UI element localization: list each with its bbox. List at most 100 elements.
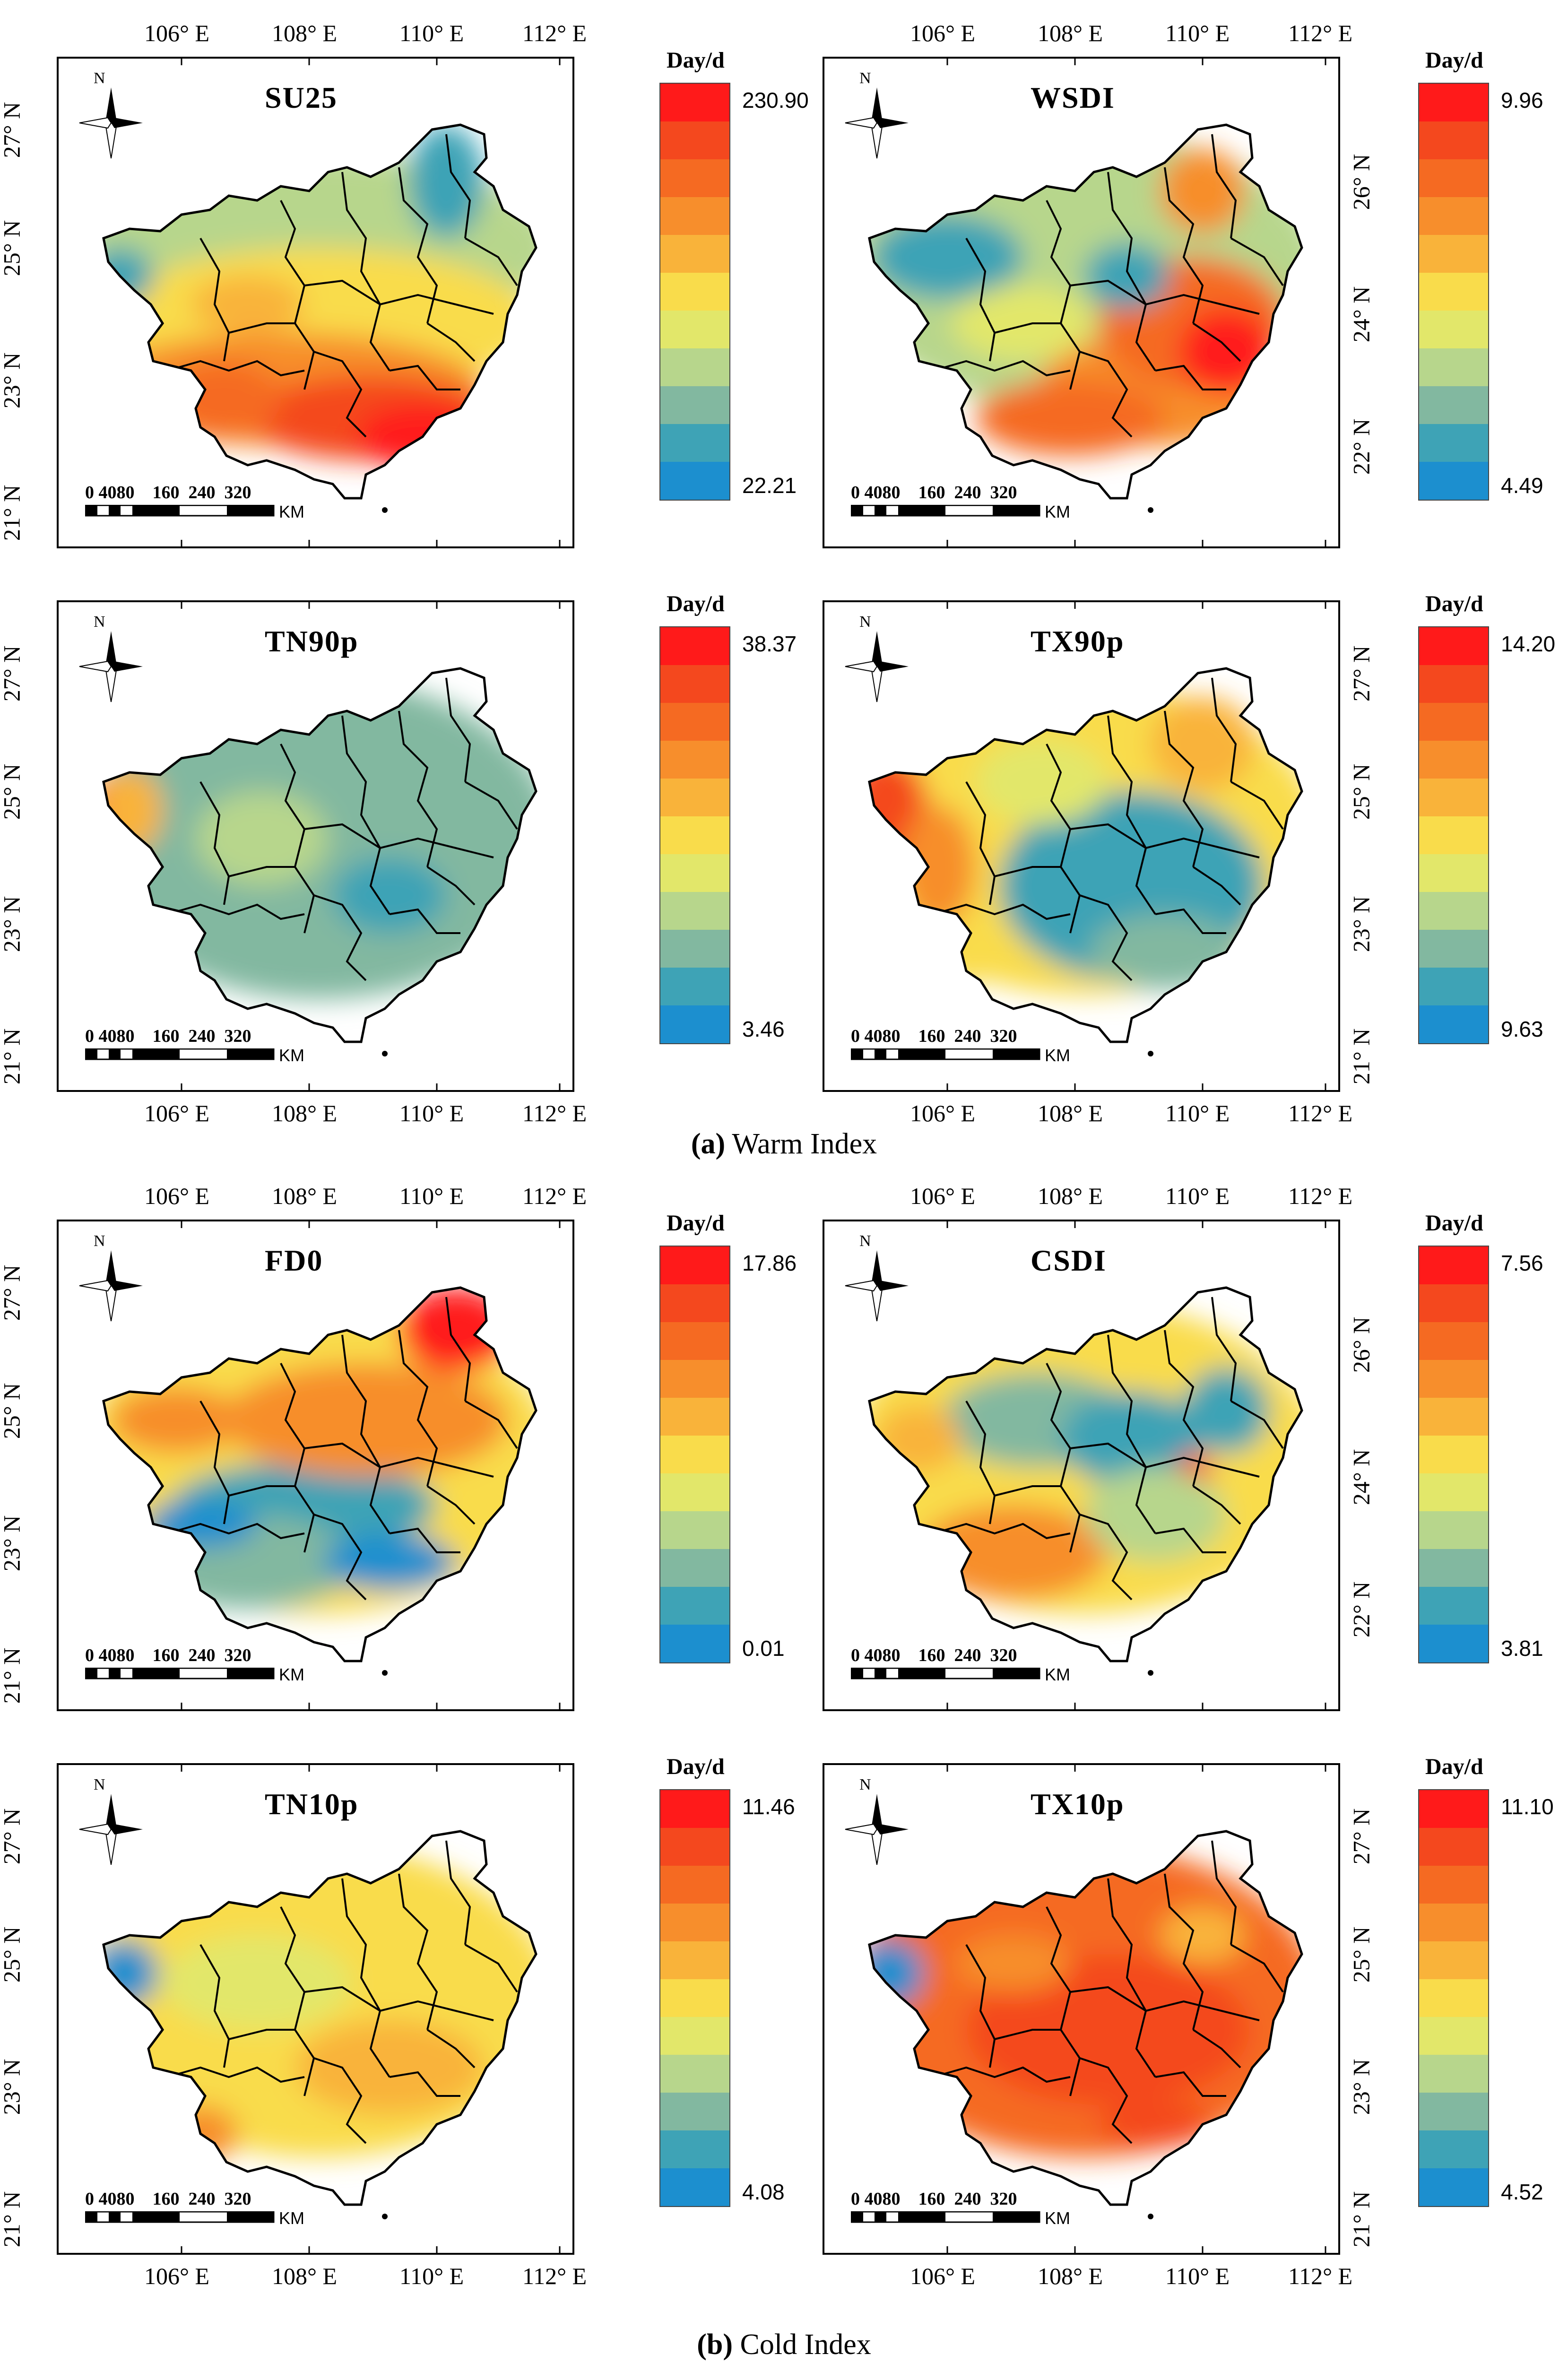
- longitude-label: 110° E: [1165, 1100, 1230, 1126]
- legend-swatch: [660, 2093, 729, 2130]
- map-title: WSDI: [1031, 81, 1115, 114]
- district-boundary: [341, 1334, 390, 1534]
- latitude-label: 25° N: [0, 1383, 25, 1439]
- index-surface: [104, 678, 536, 999]
- district-boundary: [167, 903, 305, 920]
- scale-bar-labels: 0 4080 160 240 320: [85, 1645, 251, 1665]
- legend-swatch: [660, 1866, 729, 1904]
- scale-bar: [850, 504, 1049, 521]
- legend-swatch: [1419, 1473, 1488, 1511]
- legend-swatch: [1419, 311, 1488, 348]
- district-boundary: [341, 172, 390, 372]
- legend-swatch: [1419, 2168, 1488, 2206]
- surface-blob: [869, 2011, 895, 2049]
- map-svg: [102, 59, 561, 546]
- district-boundary: [304, 823, 494, 858]
- latitude-label: 22° N: [1348, 1581, 1375, 1638]
- legend-swatch: [1419, 1625, 1488, 1662]
- map-panel-tn10p: TN10p N 0 4080 160 240 320 KM 106° E 108° E 11…: [0, 1754, 795, 2288]
- legend-swatch: [660, 311, 729, 348]
- legend-color-bar: [659, 1789, 730, 2207]
- scale-bar-labels: 0 4080 160 240 320: [85, 2189, 251, 2209]
- legend-max-value: 11.10: [1501, 1794, 1554, 1819]
- north-arrow-icon: N: [841, 1773, 912, 1870]
- district-boundary: [1164, 1330, 1204, 1487]
- surface-blob: [191, 276, 304, 333]
- surface-blob: [938, 928, 995, 985]
- province-outline: [868, 667, 1303, 1043]
- latitude-label: 26° N: [1348, 154, 1375, 210]
- island-dot: [1148, 507, 1153, 513]
- legend-swatch: [1419, 2130, 1488, 2168]
- map-panel-tx10p: TX10p N 0 4080 160 240 320 KM 106° E 108° E 11…: [823, 1754, 1554, 2288]
- longitude-label: 110° E: [1165, 2263, 1230, 2289]
- district-boundary: [398, 1873, 438, 2030]
- legend-swatch: [660, 703, 729, 741]
- svg-text:N: N: [859, 69, 871, 87]
- map-svg: [868, 1221, 1326, 1709]
- legend-swatch: [1419, 1436, 1488, 1473]
- legend-title: Day/d: [1425, 48, 1483, 73]
- legend-swatch: [660, 1904, 729, 1941]
- legend-max-value: 11.46: [742, 1794, 795, 1819]
- district-boundary: [398, 1330, 438, 1487]
- surface-blob: [408, 125, 484, 238]
- legend-title: Day/d: [1425, 591, 1483, 616]
- surface-blob: [869, 753, 928, 867]
- district-boundary: [1070, 1986, 1260, 2021]
- legend-swatch: [1419, 968, 1488, 1005]
- latitude-label: 27° N: [0, 1808, 25, 1865]
- legend-swatch: [660, 1511, 729, 1549]
- legend-color-bar: [659, 1246, 730, 1663]
- surface-blob: [167, 361, 281, 437]
- legend-swatch: [1419, 1790, 1488, 1828]
- legend-swatch: [660, 2168, 729, 2206]
- legend-swatch: [1419, 462, 1488, 500]
- district-boundary: [1211, 1840, 1237, 1945]
- district-boundary: [426, 866, 476, 906]
- map-panel-su25: SU25 N 0 4080 160 240 320 KM 106° E 108° E 110…: [0, 21, 809, 577]
- legend-swatch: [1419, 816, 1488, 854]
- latitude-label: 27° N: [0, 1264, 25, 1321]
- legend-swatch: [1419, 1549, 1488, 1587]
- legend-swatch: [660, 854, 729, 892]
- province-outline: [868, 123, 1303, 500]
- longitude-label: 106° E: [144, 1100, 210, 1126]
- legend-swatch: [1419, 2093, 1488, 2130]
- map-title: FD0: [265, 1244, 323, 1277]
- legend-swatch: [1419, 273, 1488, 311]
- legend-swatch: [660, 892, 729, 930]
- longitude-label: 106° E: [910, 20, 976, 46]
- legend-swatch: [660, 1246, 729, 1284]
- longitude-label: 110° E: [399, 20, 464, 46]
- legend-max-value: 14.20: [1501, 632, 1556, 656]
- surface-blob: [1084, 243, 1170, 309]
- district-boundary: [465, 1400, 518, 1449]
- legend-swatch: [1419, 1979, 1488, 2017]
- surface-blob: [104, 2011, 130, 2049]
- legend-swatch: [660, 1587, 729, 1625]
- longitude-label: 106° E: [910, 1183, 976, 1209]
- latitude-label: 25° N: [1348, 763, 1375, 820]
- legend-swatch: [660, 1625, 729, 1662]
- legend-swatch: [1419, 854, 1488, 892]
- province-outline: [102, 1286, 537, 1662]
- scale-bar: [850, 2211, 1049, 2228]
- legend-title: Day/d: [667, 1754, 725, 1779]
- legend-swatch: [1419, 1360, 1488, 1398]
- map-panel-fd0: FD0 N 0 4080 160 240 320 KM 106° E 108° E 110°…: [0, 1184, 797, 1740]
- island-dot: [382, 1051, 388, 1056]
- district-boundary: [1211, 677, 1237, 782]
- district-boundary: [933, 2066, 1071, 2083]
- north-arrow-icon: N: [76, 66, 147, 163]
- latitude-label: 24° N: [1348, 1449, 1375, 1506]
- district-boundary: [341, 1878, 390, 2078]
- legend-color-bar: [659, 83, 730, 501]
- legend-color-bar: [1418, 1246, 1489, 1663]
- district-boundary: [1211, 1297, 1237, 1402]
- legend-swatch: [660, 121, 729, 159]
- latitude-label: 21° N: [0, 485, 25, 541]
- surface-blob: [333, 857, 446, 933]
- district-boundary: [1155, 2071, 1226, 2097]
- longitude-label: 108° E: [272, 2263, 338, 2289]
